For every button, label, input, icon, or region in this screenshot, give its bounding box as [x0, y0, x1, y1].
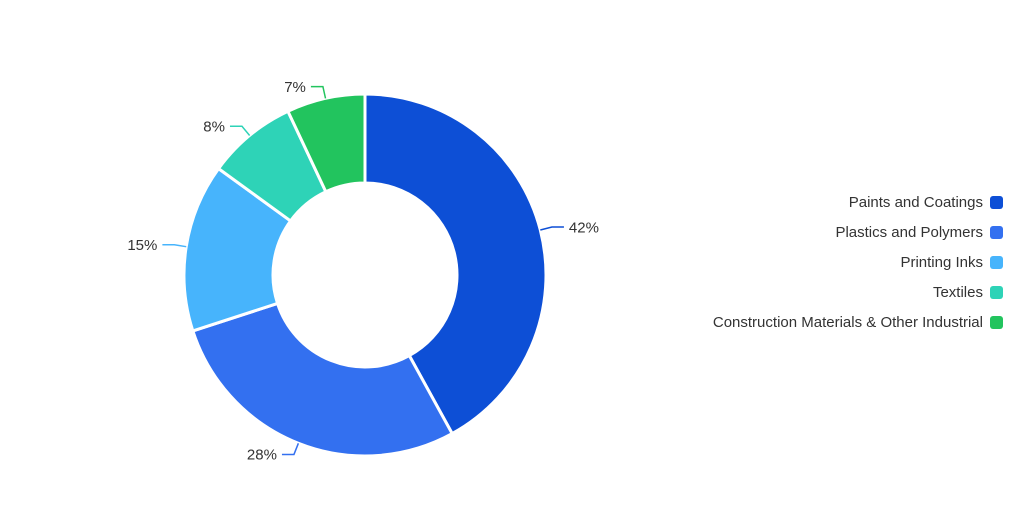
pie-percent-label: 15% — [127, 237, 157, 254]
label-leader-line — [162, 244, 187, 248]
label-leader-line — [540, 226, 564, 231]
pie-percent-label: 8% — [203, 119, 225, 136]
legend-label: Construction Materials & Other Industria… — [712, 313, 983, 331]
pie-segment-plastics-and-polymers[interactable] — [191, 301, 454, 458]
legend-label: Plastics and Polymers — [835, 223, 983, 241]
legend-label: Paints and Coatings — [848, 193, 983, 211]
legend-swatch — [990, 285, 1003, 299]
legend-item-paints-and-coatings[interactable]: Paints and Coatings — [713, 187, 1003, 217]
legend-swatch — [990, 315, 1003, 329]
legend-swatch — [990, 255, 1003, 269]
pie-segment-construction-materials-other-industrial[interactable] — [286, 92, 367, 194]
label-leader-line — [281, 443, 300, 456]
legend-swatch — [990, 195, 1003, 209]
legend-item-construction-materials-other-industrial[interactable]: Construction Materials & Other Industria… — [713, 307, 1003, 337]
legend-item-textiles[interactable]: Textiles — [713, 277, 1003, 307]
legend-label: Textiles — [932, 283, 983, 301]
pie-percent-label: 7% — [284, 79, 306, 96]
legend-swatch — [990, 225, 1003, 239]
legend-label: Printing Inks — [900, 253, 983, 271]
chart-legend: Paints and Coatings Plastics and Polymers… — [713, 187, 1003, 337]
pie-percent-label: 42% — [569, 219, 599, 236]
label-leader-line — [229, 125, 251, 137]
legend-item-plastics-and-polymers[interactable]: Plastics and Polymers — [713, 217, 1003, 247]
legend-item-printing-inks[interactable]: Printing Inks — [713, 247, 1003, 277]
pie-segment-paints-and-coatings[interactable] — [363, 92, 548, 436]
pie-segment-printing-inks[interactable] — [182, 167, 293, 333]
pie-percent-label: 28% — [247, 447, 277, 464]
label-leader-line — [310, 85, 327, 99]
